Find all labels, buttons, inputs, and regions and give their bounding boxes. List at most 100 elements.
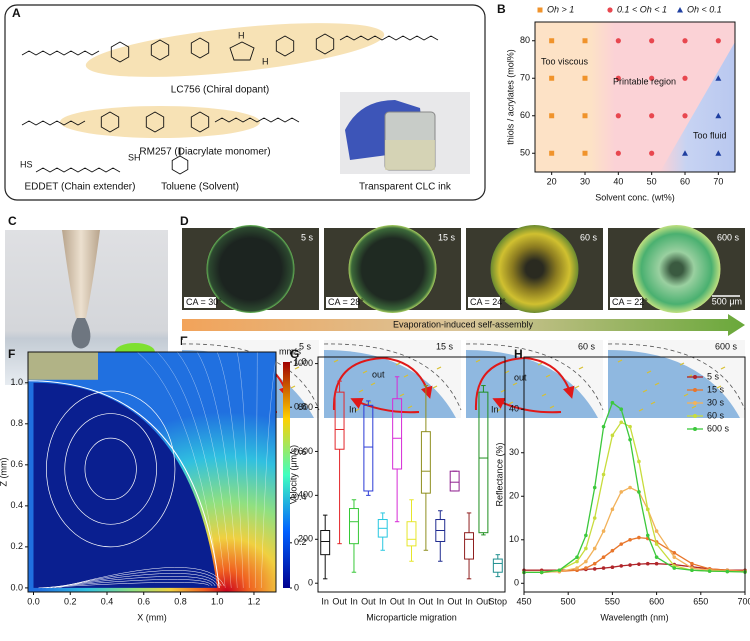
x-tick-label: 30 (580, 176, 590, 186)
legend-label: 30 s (707, 397, 725, 407)
lc-domain (541, 393, 547, 397)
box (406, 521, 417, 547)
y-tick-label: 0 (514, 578, 519, 588)
legend-marker (693, 375, 697, 379)
contact-angle: CA = 24° (470, 297, 506, 307)
x-tick-label: Stop (489, 596, 508, 606)
y-tick-label: 0.4 (10, 500, 23, 510)
point (654, 561, 659, 566)
plot-back (535, 22, 735, 172)
lc-domain (403, 374, 409, 378)
point (649, 38, 655, 44)
flow-label: out (514, 372, 527, 382)
y-axis-label: Reflectance (%) (494, 442, 504, 506)
annotation: Printable region (613, 76, 676, 86)
series-line (524, 486, 746, 574)
ca-inset (610, 297, 642, 308)
box (420, 431, 431, 494)
top-band (28, 352, 98, 380)
x-tick-label: 40 (613, 176, 623, 186)
x-tick-label: 700 (737, 596, 750, 606)
lc-domain (399, 393, 405, 397)
point (682, 75, 688, 81)
compound-label: LC756 (Chiral dopant) (171, 85, 269, 96)
point (575, 559, 579, 564)
point (645, 561, 650, 566)
lc-domain (354, 408, 360, 412)
initial-surface (607, 343, 746, 411)
point (654, 529, 659, 533)
point (539, 570, 544, 575)
point (582, 150, 588, 156)
highlight (85, 23, 385, 77)
lc-domain (537, 362, 543, 366)
compound-label: Toluene (Solvent) (161, 182, 239, 193)
y-tick-label: 1.0 (10, 377, 23, 387)
y-tick-label: 1000 (293, 358, 313, 368)
ring (110, 41, 130, 63)
point (654, 555, 659, 559)
point (682, 38, 688, 44)
y-tick-label: 60 (520, 110, 530, 120)
y-tick-label: 0.8 (10, 418, 23, 428)
point (628, 437, 632, 442)
time-label: 600 s (717, 232, 740, 242)
box (392, 398, 403, 470)
ring (229, 41, 255, 61)
point (619, 407, 624, 412)
structures (21, 33, 439, 175)
x-tick-label: Out (419, 596, 434, 606)
lc-domain (545, 374, 551, 378)
x-axis-label: Microparticle migration (366, 612, 457, 622)
point (672, 551, 677, 555)
x-tick-label: 600 (649, 596, 664, 606)
x-tick-label: 450 (516, 596, 531, 606)
lc-domain (333, 359, 339, 363)
lc-domain (362, 370, 368, 374)
y-tick-label: 600 (298, 446, 313, 456)
flow-label: In (349, 404, 357, 414)
point (592, 561, 597, 566)
x-tick-label: In (321, 596, 329, 606)
lc-domain (496, 408, 502, 412)
point (601, 566, 606, 570)
droplet-view (632, 225, 721, 313)
x-tick-label: Out (476, 596, 491, 606)
flow-arrow (492, 397, 562, 414)
streamline (46, 576, 216, 589)
x-tick-label: In (379, 596, 387, 606)
legend-label: Oh > 1 (547, 4, 574, 14)
point (707, 569, 712, 573)
point (619, 564, 624, 568)
box (449, 470, 460, 492)
x-tick-label: In (350, 596, 358, 606)
ring (275, 35, 295, 57)
point (601, 529, 606, 533)
panel-label: H (514, 347, 523, 361)
streamline (137, 351, 220, 588)
chain (214, 117, 300, 123)
point (601, 424, 606, 429)
plot-frame (523, 356, 746, 593)
panel-label: B (497, 2, 506, 16)
point (672, 566, 677, 570)
x-tick-label: 0.8 (174, 596, 187, 606)
streamline (54, 570, 222, 589)
legend-label: Oh < 0.1 (687, 4, 722, 14)
ring (190, 37, 210, 59)
ring (145, 111, 165, 133)
legend-label: 60 s (707, 410, 725, 420)
atom-label: H (238, 30, 245, 40)
contact-angle: CA = 22° (612, 297, 648, 307)
y-tick-label: 0.2 (10, 541, 23, 551)
lc-domain (654, 382, 660, 386)
panel-label: F (8, 347, 15, 361)
box (320, 530, 331, 556)
x-tick-label: In (408, 596, 416, 606)
highlight (60, 106, 260, 138)
droplet-view (348, 225, 437, 313)
contact-angle: CA = 28° (328, 297, 364, 307)
x-tick-label: 0.0 (27, 596, 40, 606)
point (610, 400, 615, 405)
x-tick-label: Out (390, 596, 405, 606)
